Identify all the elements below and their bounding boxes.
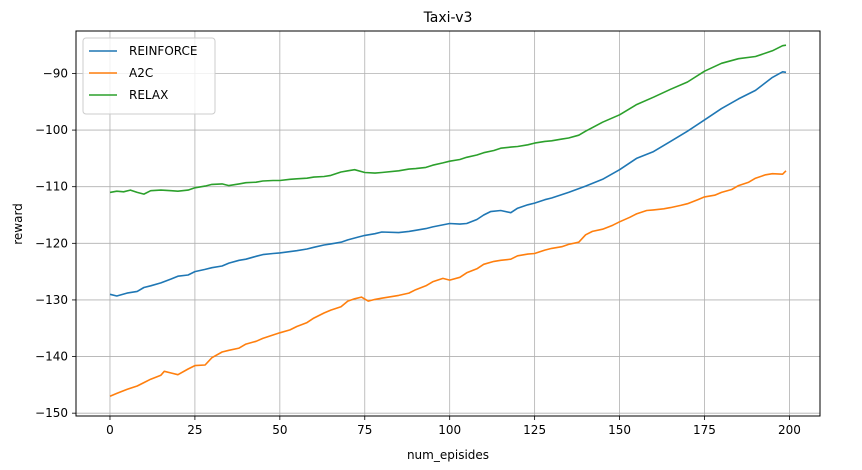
x-tick-label: 0 xyxy=(106,423,114,437)
x-tick-label: 75 xyxy=(357,423,372,437)
legend-label: RELAX xyxy=(129,88,168,102)
x-ticks: 0 25 50 75 100 125 150 175 200 xyxy=(106,416,801,437)
x-axis-label: num_episides xyxy=(407,448,489,462)
series-line-a2c xyxy=(109,170,787,397)
chart-title: Taxi-v3 xyxy=(423,10,473,26)
legend-label: A2C xyxy=(129,66,153,80)
y-tick-label: −150 xyxy=(35,406,68,420)
legend-label: REINFORCE xyxy=(129,44,197,58)
y-ticks: −150 −140 −130 −120 −110 −100 −90 xyxy=(35,66,76,420)
x-tick-label: 200 xyxy=(778,423,801,437)
x-tick-label: 100 xyxy=(438,423,461,437)
y-axis-label: reward xyxy=(11,203,25,245)
series-lines xyxy=(109,44,787,397)
series-line-relax xyxy=(109,44,787,195)
x-tick-label: 175 xyxy=(693,423,716,437)
x-tick-label: 50 xyxy=(272,423,287,437)
y-tick-label: −140 xyxy=(35,350,68,364)
y-tick-label: −100 xyxy=(35,123,68,137)
legend: REINFORCE A2C RELAX xyxy=(82,37,216,115)
x-tick-label: 25 xyxy=(187,423,202,437)
y-tick-label: −110 xyxy=(35,180,68,194)
x-tick-label: 150 xyxy=(608,423,631,437)
y-tick-label: −90 xyxy=(43,66,68,80)
y-tick-label: −120 xyxy=(35,236,68,250)
x-tick-label: 125 xyxy=(523,423,546,437)
series-line-reinforce xyxy=(109,71,787,297)
plot-frame xyxy=(75,30,821,417)
grid xyxy=(76,31,820,416)
y-tick-label: −130 xyxy=(35,293,68,307)
